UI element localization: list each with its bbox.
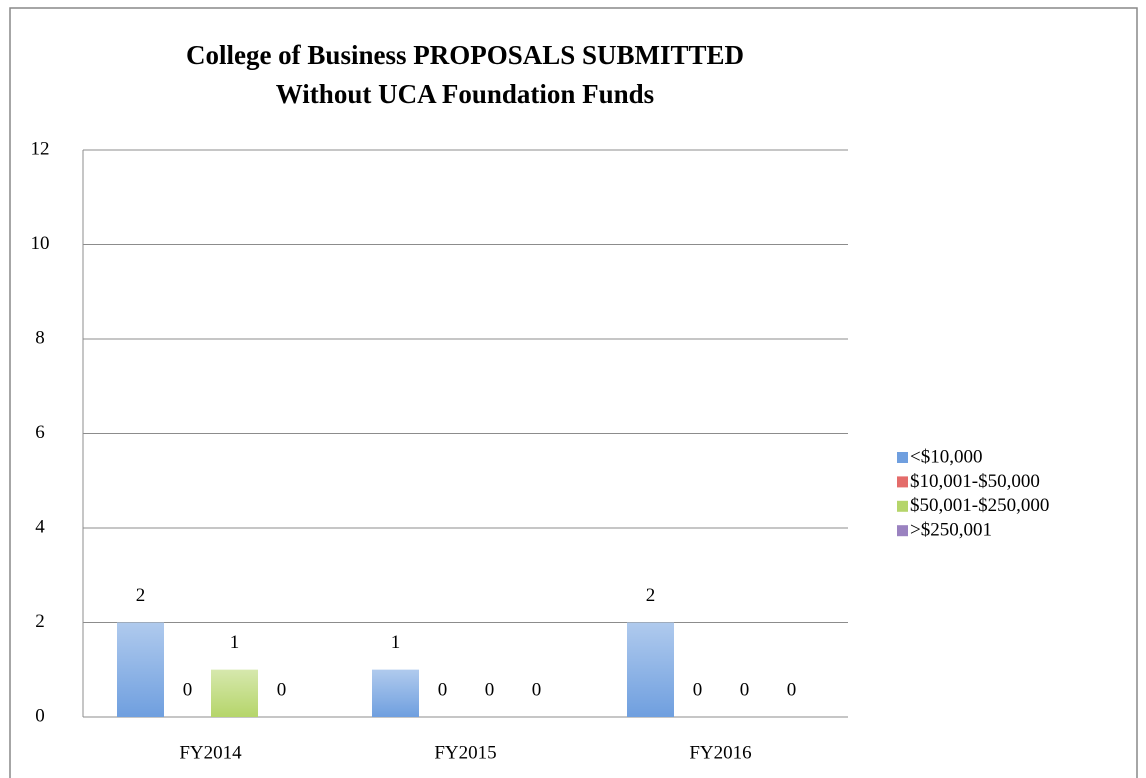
y-tick-label: 0 (35, 705, 45, 726)
chart-title: College of Business PROPOSALS SUBMITTED (186, 40, 744, 70)
x-tick-label: FY2015 (434, 742, 496, 763)
data-label: 1 (391, 632, 401, 653)
bar-highlight (117, 622, 164, 717)
y-tick-label: 12 (31, 138, 50, 159)
data-label: 2 (646, 585, 656, 606)
x-tick-label: FY2016 (689, 742, 751, 763)
data-label: 0 (438, 679, 448, 700)
legend-swatch (897, 525, 908, 537)
legend-label: <$10,000 (910, 446, 982, 467)
data-label: 0 (740, 679, 750, 700)
legend-swatch (897, 500, 908, 512)
y-tick-label: 2 (35, 611, 45, 632)
y-tick-label: 10 (31, 233, 50, 254)
data-label: 0 (183, 679, 193, 700)
legend-label: $50,001-$250,000 (910, 495, 1049, 516)
legend-swatch (897, 476, 908, 488)
x-tick-label: FY2014 (179, 742, 242, 763)
y-tick-label: 4 (35, 516, 45, 537)
y-tick-label: 6 (35, 422, 45, 443)
legend-swatch (897, 452, 908, 463)
legend-label: >$250,001 (910, 520, 992, 541)
bar-highlight (372, 669, 419, 717)
data-label: 1 (230, 632, 240, 653)
chart-border (9, 7, 1138, 778)
data-label: 2 (136, 585, 146, 606)
chart-title: Without UCA Foundation Funds (276, 79, 654, 109)
bar-highlight (627, 622, 674, 717)
data-label: 0 (485, 679, 495, 700)
legend-label: $10,001-$50,000 (910, 471, 1040, 492)
data-label: 0 (693, 679, 703, 700)
data-label: 0 (532, 679, 542, 700)
data-label: 0 (787, 679, 797, 700)
data-label: 0 (277, 679, 287, 700)
bar-highlight (211, 669, 258, 717)
y-tick-label: 8 (35, 327, 45, 348)
